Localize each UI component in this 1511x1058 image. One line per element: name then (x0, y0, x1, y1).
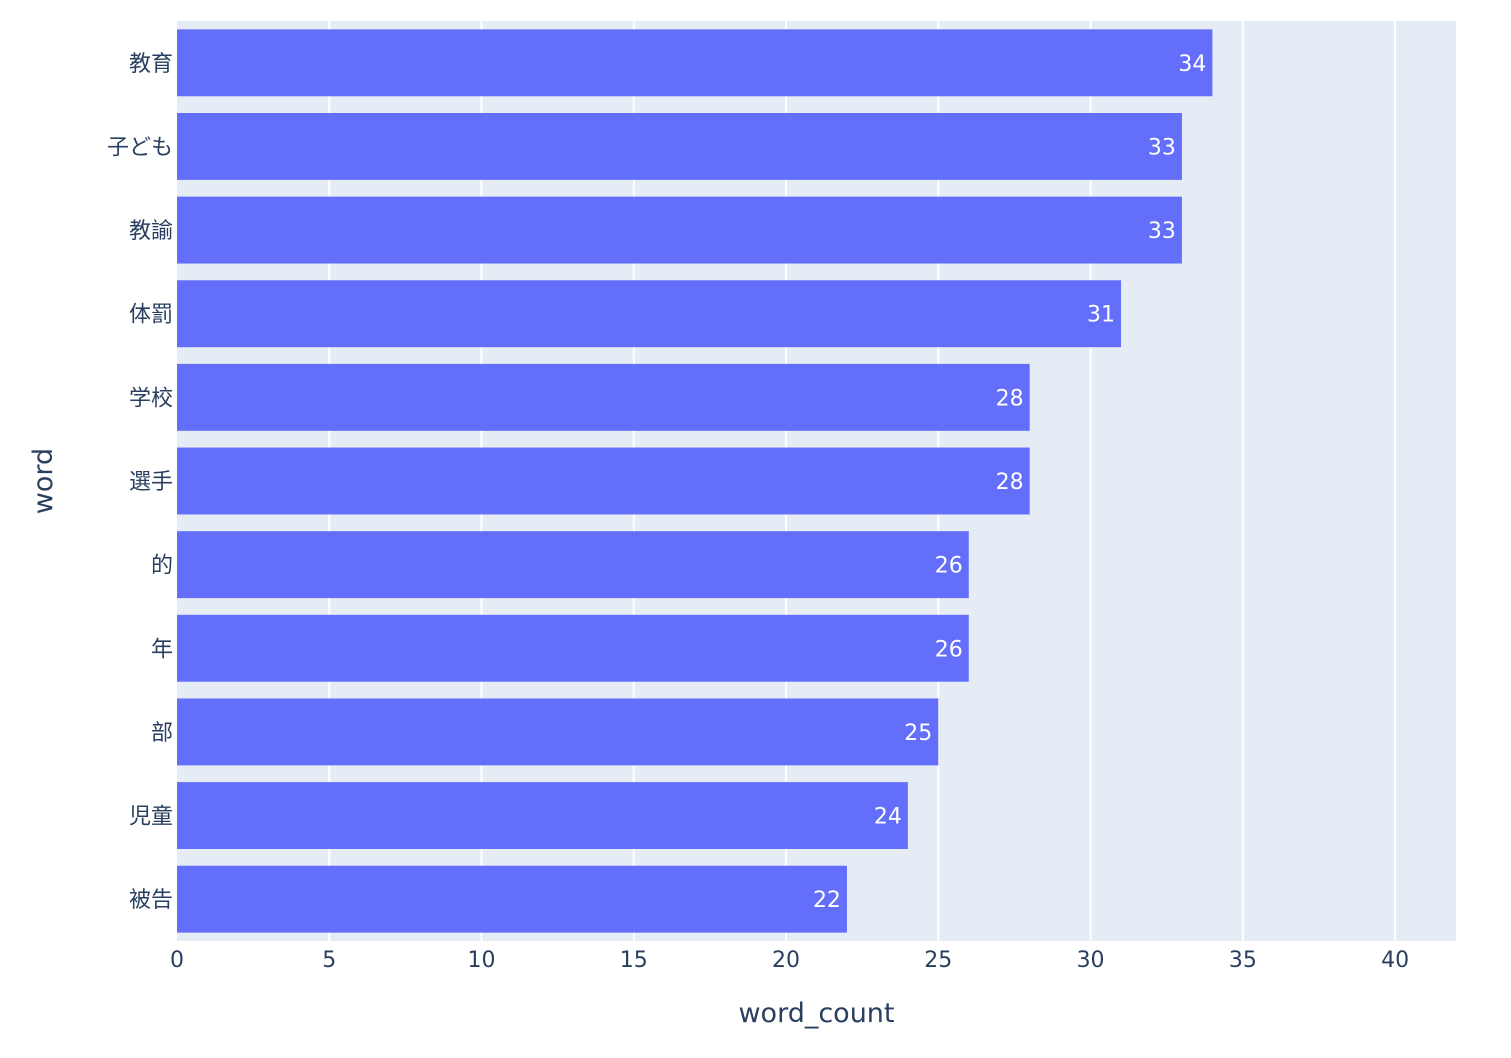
x-axis-tick-labels: 0 5 10 15 20 25 30 35 40 (170, 948, 1409, 973)
bar (177, 196, 1182, 264)
x-tick-label: 25 (924, 948, 952, 973)
y-tick-label: 部 (151, 721, 173, 746)
x-tick-label: 40 (1381, 948, 1409, 973)
x-tick-label: 30 (1077, 948, 1105, 973)
bar-value-label: 34 (1178, 52, 1206, 77)
y-tick-label: 選手 (129, 470, 173, 495)
bar (177, 363, 1030, 431)
x-tick-label: 5 (322, 948, 336, 973)
bar-value-label: 22 (813, 888, 841, 913)
bar-value-label: 26 (935, 637, 963, 662)
y-tick-label: 教育 (129, 52, 173, 77)
bar-value-label: 33 (1148, 135, 1176, 160)
bar (177, 782, 908, 849)
bar (177, 531, 969, 599)
bar-value-label: 26 (935, 554, 963, 579)
x-tick-label: 10 (468, 948, 496, 973)
y-tick-label: 年 (151, 637, 173, 662)
bar-value-label: 25 (904, 721, 932, 746)
bar (177, 614, 969, 682)
bar (177, 280, 1122, 348)
x-tick-label: 15 (620, 948, 648, 973)
bar-value-label: 33 (1148, 219, 1176, 244)
x-tick-label: 35 (1229, 948, 1257, 973)
y-tick-label: 学校 (129, 386, 173, 411)
bar (177, 113, 1182, 180)
x-tick-label: 20 (772, 948, 800, 973)
x-axis-title: word_count (738, 998, 894, 1029)
bar (177, 29, 1213, 97)
bar-value-label: 31 (1087, 303, 1115, 328)
bar-value-label: 28 (996, 470, 1024, 495)
bar-value-label: 24 (874, 805, 902, 830)
y-tick-label: 体罰 (129, 303, 173, 328)
y-tick-label: 被告 (129, 888, 173, 913)
bar (177, 698, 939, 766)
bar (177, 447, 1030, 515)
bar (177, 865, 847, 933)
bars (177, 29, 1213, 933)
y-tick-label: 子ども (107, 135, 173, 160)
bar-value-labels: 34 33 33 31 28 28 26 26 25 24 22 (813, 52, 1206, 913)
x-tick-label: 0 (170, 948, 184, 973)
y-tick-label: 教諭 (129, 219, 173, 244)
y-axis-title: word (28, 448, 59, 514)
y-tick-label: 的 (151, 554, 173, 579)
y-tick-label: 児童 (129, 805, 173, 830)
bar-value-label: 28 (996, 386, 1024, 411)
